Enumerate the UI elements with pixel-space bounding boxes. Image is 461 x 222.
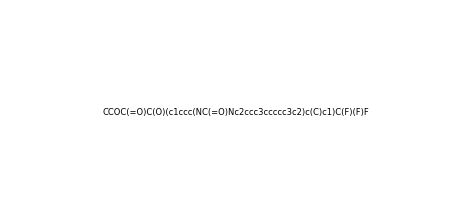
Text: CCOC(=O)C(O)(c1ccc(NC(=O)Nc2ccc3ccccc3c2)c(C)c1)C(F)(F)F: CCOC(=O)C(O)(c1ccc(NC(=O)Nc2ccc3ccccc3c2…: [103, 108, 370, 117]
